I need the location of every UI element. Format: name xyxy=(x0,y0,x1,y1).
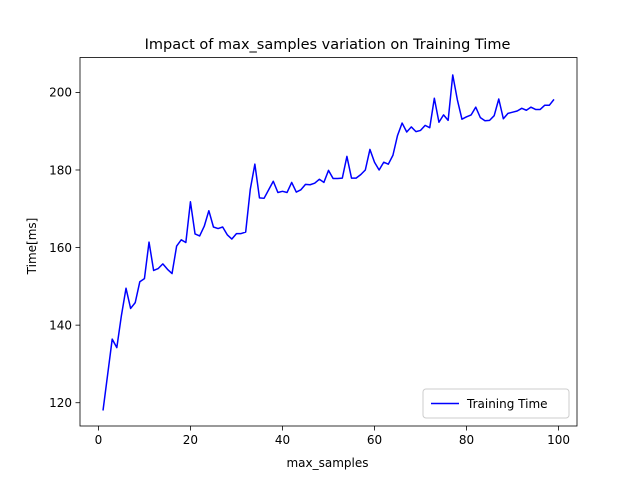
x-tick-label: 60 xyxy=(367,433,382,447)
y-tick-label: 160 xyxy=(49,241,72,255)
x-axis-label: max_samples xyxy=(286,456,368,470)
y-tick-label: 120 xyxy=(49,396,72,410)
y-axis-label: Time[ms] xyxy=(25,218,39,276)
axes-frame xyxy=(79,57,578,427)
legend: Training Time xyxy=(422,388,570,419)
x-tick-label: 0 xyxy=(95,433,103,447)
legend-box xyxy=(422,388,570,419)
plot-area: 0 20 40 60 80 100 120 140 160 180 200 xyxy=(49,57,578,447)
legend-label: Training Time xyxy=(466,397,548,411)
y-tick-label: 200 xyxy=(49,86,72,100)
series-line-0 xyxy=(102,74,555,411)
chart-title: Impact of max_samples variation on Train… xyxy=(145,37,511,53)
x-tick-label: 20 xyxy=(183,433,198,447)
x-tick-label: 80 xyxy=(459,433,474,447)
x-tick-label: 40 xyxy=(275,433,290,447)
y-tick-label: 140 xyxy=(49,318,72,332)
y-tick-label: 180 xyxy=(49,163,72,177)
x-tick-label: 100 xyxy=(547,433,570,447)
